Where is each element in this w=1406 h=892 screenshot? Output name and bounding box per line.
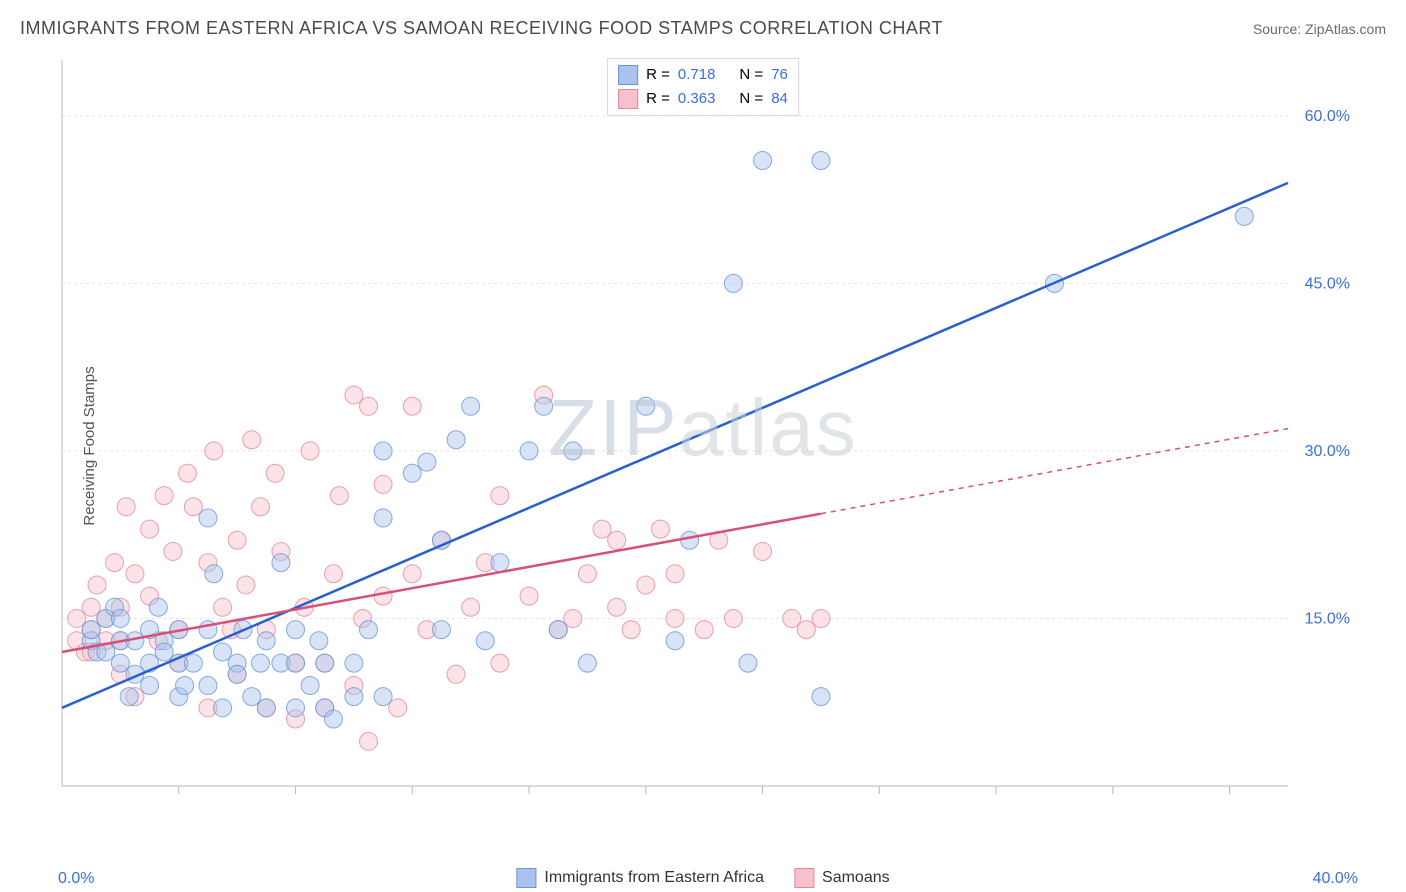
x-axis-max-label: 40.0% <box>1313 870 1358 888</box>
legend-label: Immigrants from Eastern Africa <box>544 869 764 887</box>
source-label: Source: <box>1253 21 1301 37</box>
swatch-icon <box>516 868 536 888</box>
n-value: 84 <box>771 87 788 111</box>
x-axis-min-label: 0.0% <box>58 870 94 888</box>
r-label: R = <box>646 63 670 87</box>
svg-text:60.0%: 60.0% <box>1305 108 1350 125</box>
correlation-legend: R = 0.718 N = 76 R = 0.363 N = 84 <box>607 58 799 116</box>
chart-svg: 15.0% 30.0% 45.0% 60.0% <box>58 56 1358 826</box>
n-label: N = <box>739 63 763 87</box>
svg-text:15.0%: 15.0% <box>1305 610 1350 627</box>
swatch-icon <box>618 89 638 109</box>
legend-item-series-a: Immigrants from Eastern Africa <box>516 868 764 888</box>
chart-title: IMMIGRANTS FROM EASTERN AFRICA VS SAMOAN… <box>20 18 943 39</box>
legend-row-series-a: R = 0.718 N = 76 <box>618 63 788 87</box>
legend-label: Samoans <box>822 869 890 887</box>
r-value: 0.718 <box>678 63 716 87</box>
r-value: 0.363 <box>678 87 716 111</box>
swatch-icon <box>618 65 638 85</box>
svg-text:30.0%: 30.0% <box>1305 443 1350 460</box>
source-value: ZipAtlas.com <box>1305 21 1386 37</box>
series-legend: Immigrants from Eastern Africa Samoans <box>516 868 889 888</box>
n-value: 76 <box>771 63 788 87</box>
header: IMMIGRANTS FROM EASTERN AFRICA VS SAMOAN… <box>20 18 1386 39</box>
scatter-plot: 15.0% 30.0% 45.0% 60.0% <box>58 56 1358 826</box>
legend-item-series-b: Samoans <box>794 868 890 888</box>
svg-text:45.0%: 45.0% <box>1305 275 1350 292</box>
source-attribution: Source: ZipAtlas.com <box>1253 21 1386 37</box>
r-label: R = <box>646 87 670 111</box>
n-label: N = <box>739 87 763 111</box>
legend-row-series-b: R = 0.363 N = 84 <box>618 87 788 111</box>
swatch-icon <box>794 868 814 888</box>
